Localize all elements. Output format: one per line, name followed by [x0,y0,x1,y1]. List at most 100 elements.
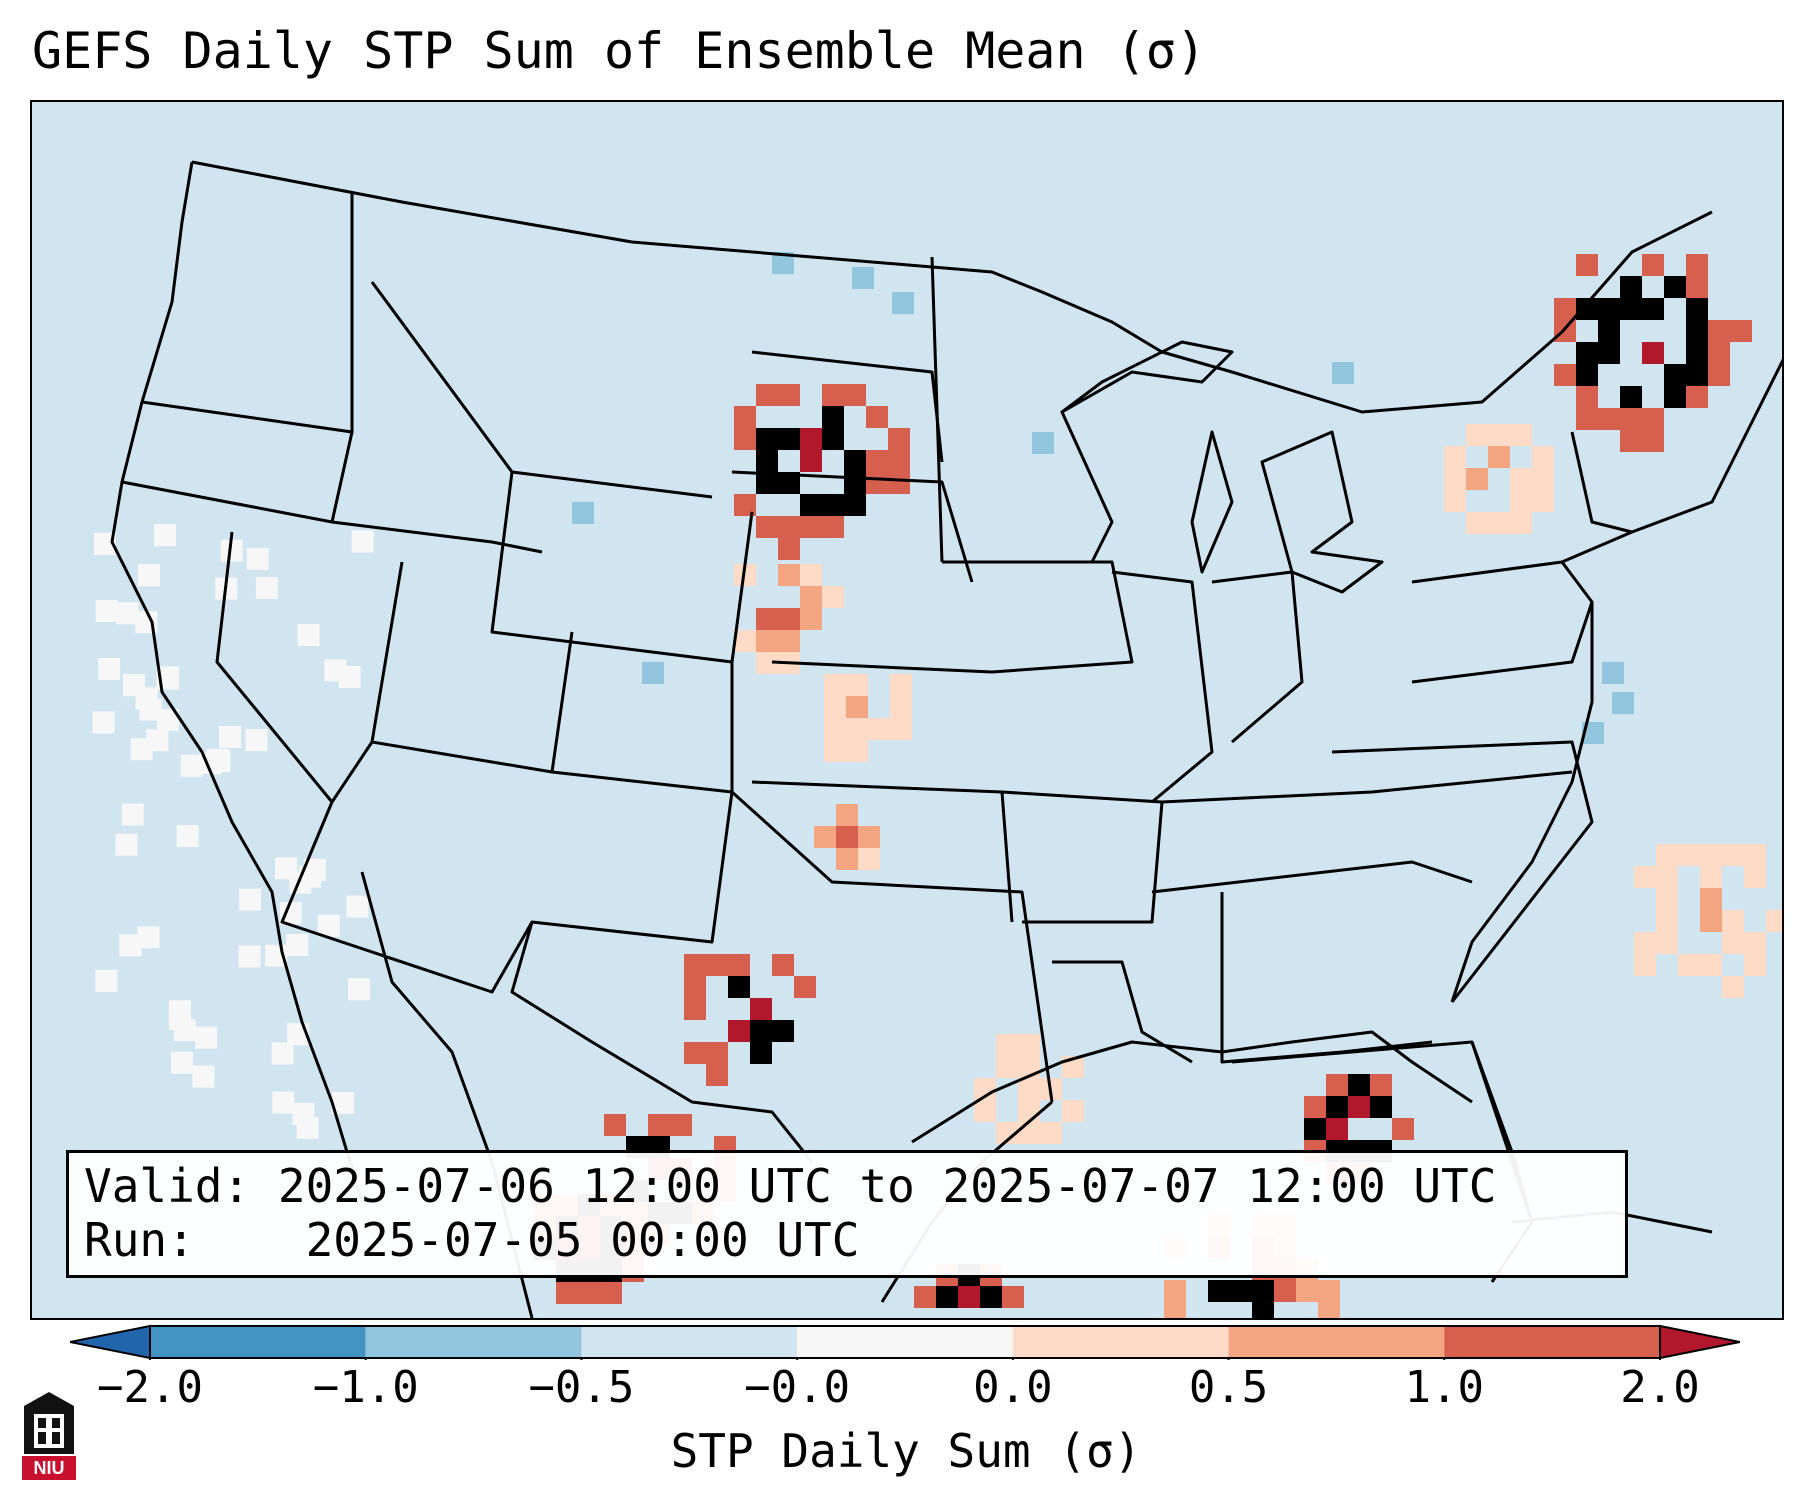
niu-logo: NIU [22,1392,76,1480]
colorbar-bin [365,1326,582,1358]
stp-grid-cell [1686,276,1708,298]
state-line-ut-co [370,561,574,774]
stp-grid-cell [846,740,868,762]
stp-grid-cell [958,1286,980,1308]
stp-grid-cell [822,516,844,538]
stp-grid-cell [1744,932,1766,954]
stp-grid-cell [1164,1302,1186,1318]
stp-grid-cell [1040,1122,1062,1144]
stp-grid-cell [1766,910,1782,932]
stp-grid-cell [756,472,778,494]
state-line-sd-ne [731,470,974,583]
stp-grid-cell [756,384,778,406]
stp-grid-cell-negative [772,252,794,274]
stp-grid-cell [888,428,910,450]
stp-grid-cell [800,564,822,586]
stp-grid-cell [1466,468,1488,490]
stp-grid-cell [728,954,750,976]
stp-grid-cell [1686,342,1708,364]
stp-grid-cell-neutral [137,564,160,587]
logo-text: NIU [34,1458,65,1478]
stp-grid-cell [1510,512,1532,534]
stp-grid-cell [1576,254,1598,276]
stp-grid-cell [778,384,800,406]
stp-grid-cell [890,674,912,696]
stp-grid-cell [1018,1034,1040,1056]
stp-grid-cell-neutral [303,858,326,881]
stp-grid-cell [1634,866,1656,888]
state-line-east-coast [1450,602,1594,1003]
stp-grid-cell [890,718,912,740]
stp-grid-cell [846,696,868,718]
stp-grid-cell [1488,512,1510,534]
stp-grid-cell [1304,1118,1326,1140]
stp-grid-cell [1164,1280,1186,1302]
stp-grid-cell [1656,932,1678,954]
stp-grid-cell-neutral [170,1051,193,1074]
stp-grid-cell [778,608,800,630]
canada-border [191,160,1713,414]
stp-grid-cell [1326,1096,1348,1118]
stp-grid-cell [1700,844,1722,866]
stp-grid-cell-neutral [206,748,229,771]
stp-grid-cell [1642,430,1664,452]
stp-grid-cell [974,1100,996,1122]
stp-grid-cell [1678,844,1700,866]
stp-grid-cell [858,826,880,848]
colorbar-bin [1444,1326,1660,1358]
stp-grid-cell-neutral [180,754,203,777]
stp-grid-cell [1576,408,1598,430]
stp-grid-cell [1686,364,1708,386]
stp-grid-cell [936,1286,958,1308]
state-line-tn-al [1151,860,1473,894]
stp-grid-cell-neutral [245,729,268,752]
lake-superior [1060,340,1234,414]
stp-grid-cell-negative [892,292,914,314]
stp-grid-cell [750,1020,772,1042]
stp-grid-cell [1700,910,1722,932]
colorbar-tick-label: −0.0 [744,1362,851,1413]
stp-grid-cell [1708,320,1730,342]
valid-label: Valid: [84,1159,251,1213]
stp-grid-cell [800,494,822,516]
colorbar-tick-label: 0.5 [1188,1362,1269,1413]
map-panel [30,100,1784,1320]
stp-grid-cell [1208,1280,1230,1302]
stp-grid-cell [1744,844,1766,866]
stp-grid-cell [1744,954,1766,976]
stp-grid-cell [1656,866,1678,888]
state-line-wi-mi [1060,411,1114,563]
stp-grid-cell [800,586,822,608]
stp-grid-cell [1318,1302,1340,1318]
state-line-mn [930,256,944,563]
stp-grid-cell-neutral [239,888,262,911]
colorbar-bin [581,1326,798,1358]
colorbar-tick-label: −1.0 [312,1362,419,1413]
stp-grid-cell [1642,298,1664,320]
stp-grid-cell-neutral [115,833,138,856]
stp-grid-cell [1576,298,1598,320]
stp-grid-cell [1296,1280,1318,1302]
stp-grid-cell [1620,408,1642,430]
stp-grid-cell [670,1114,692,1136]
stp-grid-cell [890,696,912,718]
stp-grid-cell [1554,364,1576,386]
colorbar-tick-label: 2.0 [1620,1362,1700,1413]
state-line-mo-ar [1001,790,1164,924]
stp-grid-cell [1708,364,1730,386]
stp-grid-cell [1532,446,1554,468]
stp-grid-cell [1018,1122,1040,1144]
stp-grid-cell [734,428,756,450]
state-boundaries [110,160,1782,1318]
colorbar-over-extend [1659,1324,1740,1360]
stp-grid-cell [996,1122,1018,1144]
stp-grid-cell [836,826,858,848]
stp-grid-cell [1678,954,1700,976]
stp-grid-cell [1444,468,1466,490]
state-line-nm-tx [510,921,814,1163]
stp-grid-cell-neutral [95,969,118,992]
stp-grid-cell [756,630,778,652]
valid-run-info-box: Valid: 2025-07-06 12:00 UTC to 2025-07-0… [66,1150,1628,1278]
west-coast-line [110,161,364,1203]
stp-grid-cell-neutral [137,926,160,949]
